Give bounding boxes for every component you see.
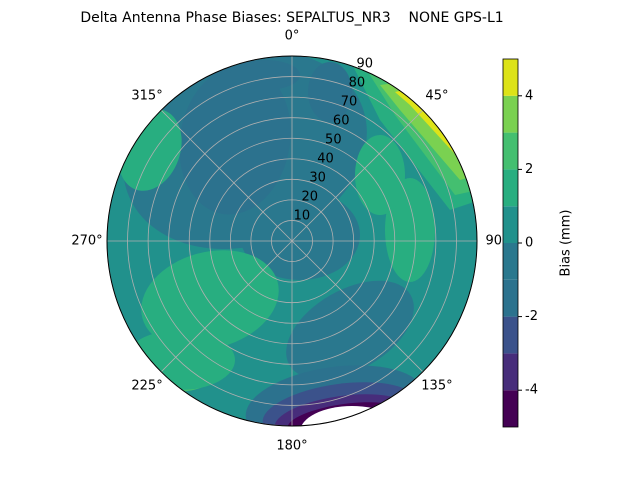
r-tick-label: 60 <box>333 114 350 129</box>
theta-tick-label: 45° <box>425 89 448 104</box>
r-tick-label: 20 <box>301 190 318 205</box>
grid-spoke <box>291 240 424 373</box>
theta-tick-label: 180° <box>276 439 307 454</box>
colorbar-band <box>503 353 518 391</box>
theta-tick-label: 225° <box>131 378 162 393</box>
theta-tick-label: 135° <box>421 378 452 393</box>
grid-spoke <box>291 109 424 242</box>
colorbar-band <box>503 316 518 354</box>
colorbar-label: Bias (mm) <box>559 210 574 277</box>
r-tick-label: 10 <box>294 209 311 224</box>
colorbar-tick-label: -4 <box>525 383 538 398</box>
colorbar-band <box>503 95 518 133</box>
theta-tick-label: 0° <box>285 29 300 44</box>
colorbar-tick-label: 2 <box>525 162 533 177</box>
colorbar-tick-label: -2 <box>525 309 538 324</box>
polar-frame <box>106 55 478 427</box>
r-tick-label: 30 <box>309 171 326 186</box>
theta-tick-label: 315° <box>131 89 162 104</box>
r-tick-label: 50 <box>325 133 342 148</box>
colorbar-band <box>503 390 518 427</box>
contour-region <box>355 135 405 215</box>
colorbar-band <box>503 206 518 243</box>
colorbar-band <box>503 59 518 96</box>
contour-region <box>380 78 477 180</box>
contour-region <box>230 60 300 90</box>
theta-tick-label: 270° <box>71 234 102 249</box>
colorbar-band <box>503 243 518 280</box>
chart-title: Delta Antenna Phase Biases: SEPALTUS_NR3… <box>80 10 503 26</box>
contour-region <box>286 280 414 380</box>
contour-region <box>308 62 352 122</box>
colorbar-band <box>503 169 518 207</box>
r-tick-label: 80 <box>349 76 366 91</box>
contour-region <box>179 65 291 215</box>
axes: 1020304050607080900°45°90°135°180°225°27… <box>71 29 573 454</box>
colorbar-band <box>503 132 518 170</box>
no-data <box>300 406 404 426</box>
contour-region <box>141 250 279 350</box>
colorbar-tick-label: 4 <box>525 88 533 103</box>
grid-spoke <box>160 240 293 373</box>
colorbar-band <box>503 279 518 317</box>
r-tick-label: 70 <box>341 95 358 110</box>
grid-spoke <box>160 109 293 242</box>
colorbar-tick-label: 0 <box>525 236 533 251</box>
contour-region <box>385 178 435 282</box>
r-tick-label: 90 <box>357 57 374 72</box>
r-tick-label: 40 <box>317 152 334 167</box>
